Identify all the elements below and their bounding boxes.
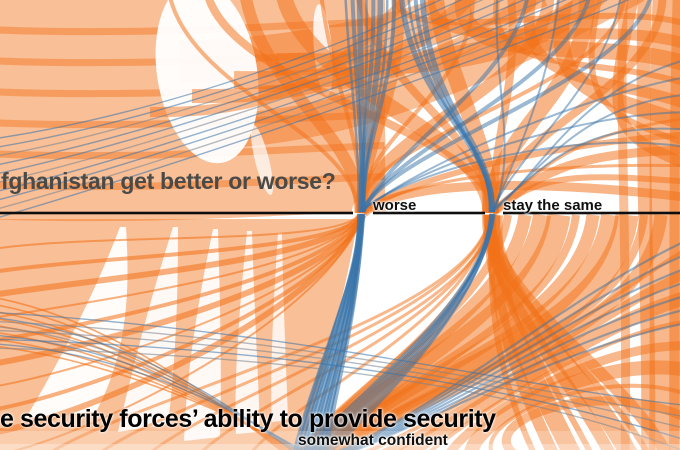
question-middle-label: fghanistan get better or worse? [1, 168, 336, 194]
category-label-stay-the-same: stay the same [503, 197, 603, 214]
category-label-somewhat-confident: somewhat confident [298, 432, 448, 449]
question-bottom-label: e security forces’ ability to provide se… [0, 405, 496, 433]
category-label-worse: worse [373, 197, 417, 214]
